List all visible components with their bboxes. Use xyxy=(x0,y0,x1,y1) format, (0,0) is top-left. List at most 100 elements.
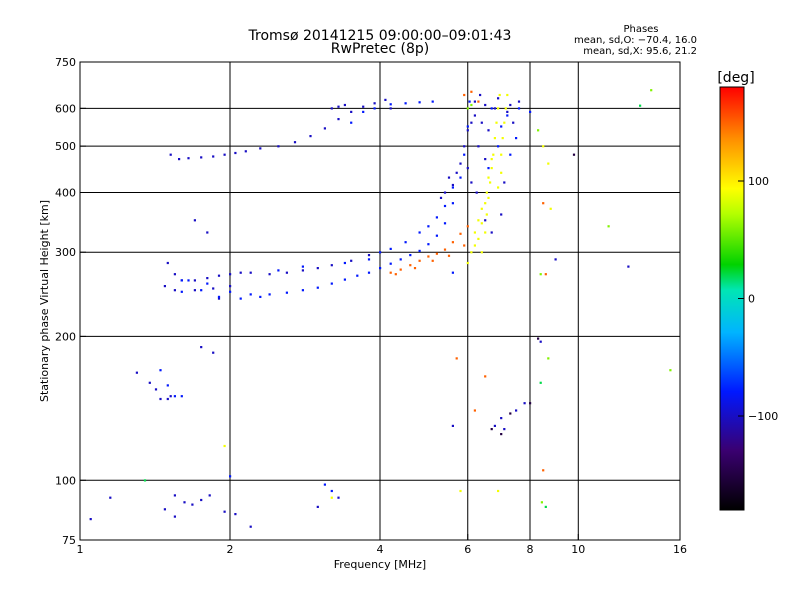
data-point xyxy=(477,145,480,148)
data-point xyxy=(217,297,221,300)
data-point xyxy=(451,202,454,205)
data-point xyxy=(330,282,333,285)
data-point xyxy=(479,93,482,97)
data-point xyxy=(89,518,92,521)
data-point xyxy=(223,153,226,156)
data-point xyxy=(389,247,392,250)
data-point xyxy=(639,104,642,107)
data-point xyxy=(154,388,158,391)
chart-subtitle: RwPretec (8p) xyxy=(331,41,429,57)
y-tick-label: 750 xyxy=(55,56,76,69)
data-point xyxy=(451,241,454,244)
data-point xyxy=(435,234,438,237)
data-point xyxy=(470,181,473,184)
data-point xyxy=(439,196,443,199)
data-point xyxy=(244,150,247,153)
data-point xyxy=(487,176,490,179)
data-points xyxy=(89,89,672,528)
data-point xyxy=(148,381,151,384)
data-point xyxy=(249,525,252,528)
data-point xyxy=(459,176,462,179)
x-tick-label: 2 xyxy=(227,543,234,556)
data-point xyxy=(301,269,304,272)
data-point xyxy=(490,231,493,234)
x-tick-label: 4 xyxy=(377,543,384,556)
data-point xyxy=(500,125,503,128)
data-point xyxy=(343,261,346,265)
data-point xyxy=(239,271,242,274)
data-point xyxy=(480,251,483,254)
data-point xyxy=(166,397,169,401)
data-point xyxy=(542,145,545,148)
data-point xyxy=(367,271,371,274)
data-point xyxy=(323,483,326,486)
data-point xyxy=(183,501,186,504)
data-point xyxy=(480,222,483,225)
data-point xyxy=(506,114,509,117)
data-point xyxy=(466,225,469,228)
data-point xyxy=(455,171,458,174)
data-point xyxy=(497,97,500,100)
data-point xyxy=(539,340,542,343)
data-point xyxy=(389,262,392,265)
colorbar-ticks: 100 0 −100 xyxy=(738,175,778,423)
data-point xyxy=(187,157,190,160)
y-tick-label: 600 xyxy=(55,102,76,115)
data-point xyxy=(544,273,547,276)
data-point xyxy=(477,100,480,103)
data-point xyxy=(343,103,346,107)
data-point xyxy=(542,469,545,472)
phase-stats-header: Phases xyxy=(623,24,658,35)
data-point xyxy=(627,265,630,268)
x-tick-label: 16 xyxy=(673,543,687,556)
data-point xyxy=(404,241,407,244)
data-point xyxy=(229,273,232,276)
data-point xyxy=(180,395,183,398)
data-point xyxy=(544,505,547,508)
data-point xyxy=(443,222,447,225)
data-point xyxy=(409,264,412,267)
data-point xyxy=(330,496,333,499)
data-point xyxy=(506,110,509,113)
data-point xyxy=(490,428,493,431)
chart-title: Tromsø 20141215 09:00:00–09:01:43 xyxy=(248,28,512,44)
data-point xyxy=(169,395,172,398)
data-point xyxy=(477,237,480,240)
data-point xyxy=(554,258,557,261)
data-point xyxy=(206,277,209,280)
data-point xyxy=(173,289,176,292)
data-point xyxy=(330,107,333,110)
data-point xyxy=(109,496,112,499)
data-point xyxy=(484,375,487,378)
data-point xyxy=(323,127,326,130)
data-point xyxy=(193,289,196,292)
grid-lines xyxy=(80,62,680,540)
data-point xyxy=(200,346,203,349)
data-point xyxy=(529,110,532,113)
data-point xyxy=(509,103,512,107)
data-point xyxy=(466,125,469,128)
data-point xyxy=(208,494,211,497)
data-point xyxy=(337,496,340,499)
data-point xyxy=(459,489,462,493)
data-point xyxy=(193,219,196,222)
data-point xyxy=(443,191,447,194)
data-point xyxy=(473,244,476,247)
data-point xyxy=(537,129,540,132)
data-point xyxy=(418,231,421,234)
data-point xyxy=(470,90,473,93)
data-point xyxy=(178,158,181,161)
data-point xyxy=(542,202,545,205)
data-point xyxy=(466,129,469,132)
data-point xyxy=(498,93,501,97)
data-point xyxy=(463,244,466,247)
data-point xyxy=(285,271,288,274)
data-point xyxy=(268,273,271,276)
data-point xyxy=(493,137,496,140)
data-point xyxy=(473,100,476,103)
y-tick-label: 500 xyxy=(55,140,76,153)
data-point xyxy=(484,219,487,222)
x-tick-label: 1 xyxy=(77,543,84,556)
data-point xyxy=(316,505,319,508)
